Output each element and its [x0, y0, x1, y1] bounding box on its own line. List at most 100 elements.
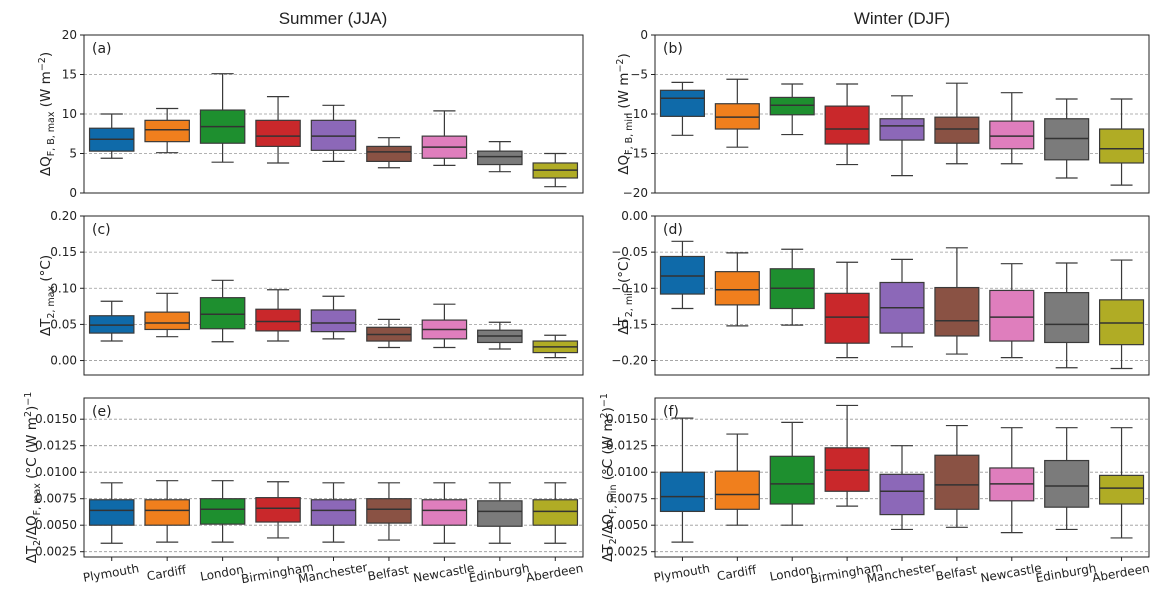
box-london	[769, 421, 815, 526]
iqr-box	[934, 286, 980, 337]
iqr-box	[934, 454, 980, 510]
axes-frame	[654, 397, 1150, 558]
y-tick-label: 0.0125	[35, 439, 77, 453]
y-tick-label: −20	[623, 186, 648, 200]
y-tick-label: 0.00	[50, 354, 77, 368]
box-belfast	[934, 424, 980, 528]
y-tick-label: −10	[623, 107, 648, 121]
y-axis-label-part: −1	[599, 393, 610, 407]
y-tick-label: −0.05	[611, 245, 648, 259]
box-london	[199, 279, 246, 343]
iqr-box	[1044, 118, 1090, 161]
x-tick-label: Plymouth	[653, 561, 711, 585]
box-manchester	[310, 482, 357, 543]
y-tick-label: 20	[62, 28, 77, 42]
box-manchester	[310, 104, 357, 162]
iqr-box	[366, 498, 412, 524]
y-axis-label-part: /ΔQ	[24, 515, 40, 539]
box-edinburgh	[1044, 262, 1090, 369]
y-axis-label: ΔT2, min (°C)	[616, 256, 635, 335]
box-cardiff	[144, 480, 190, 543]
y-axis-label-part: 2	[608, 538, 619, 544]
box-plymouth	[88, 113, 135, 159]
panel-label: (f)	[663, 404, 679, 420]
box-newcastle	[421, 303, 468, 349]
y-axis-label-part: ΔQ	[38, 156, 54, 176]
iqr-box	[659, 471, 706, 513]
iqr-box	[1044, 459, 1090, 508]
x-tick-label: London	[199, 562, 245, 583]
y-axis-label-part: ΔT	[38, 318, 54, 336]
x-tick-label: London	[769, 562, 815, 583]
box-plymouth	[88, 300, 135, 342]
y-tick-label: 0.0075	[35, 492, 77, 506]
y-axis-label: ΔQF, B, min (W m−2)	[615, 53, 635, 175]
iqr-box	[255, 119, 301, 147]
panel-label: (e)	[92, 404, 112, 420]
y-tick-label: 0.0050	[35, 518, 77, 532]
panel-d: −0.20 −0.15 −0.10 −0.05 0.00 (d) ΔT2, min (°C)	[611, 209, 1150, 376]
box-manchester	[879, 95, 925, 177]
y-tick-label: 0.00	[621, 209, 648, 223]
box-edinburgh	[1044, 427, 1090, 531]
y-tick-label: 0.0150	[35, 412, 77, 426]
y-axis-label-part: ΔT	[616, 317, 632, 335]
y-axis-label-part: (°C (W m	[600, 418, 616, 484]
y-axis-label-part: (°C (W m	[24, 417, 40, 483]
iqr-box	[879, 473, 925, 516]
x-tick-label: Cardiff	[716, 563, 758, 584]
y-tick-label: 5	[69, 147, 77, 161]
iqr-box	[310, 499, 357, 526]
iqr-box	[199, 297, 246, 330]
iqr-box	[714, 271, 760, 306]
y-tick-label: 0.0075	[606, 492, 648, 506]
box-cardiff	[144, 107, 190, 154]
iqr-box	[310, 119, 357, 151]
box-aberdeen	[532, 152, 579, 188]
box-birmingham	[255, 96, 301, 164]
box-london	[769, 248, 815, 326]
box-birmingham	[824, 261, 870, 359]
y-tick-label: 10	[62, 107, 77, 121]
box-birmingham	[255, 481, 301, 539]
x-tick-label: Plymouth	[82, 561, 140, 585]
column-title-winter: Winter (DJF)	[854, 9, 950, 28]
panel-label: (b)	[663, 41, 683, 57]
y-axis-label-part: F, max	[32, 483, 43, 516]
y-tick-label: 0.15	[50, 245, 77, 259]
box-edinburgh	[477, 321, 523, 350]
y-axis-label-part: ΔQ	[616, 155, 632, 175]
panel-label: (a)	[92, 41, 112, 57]
y-tick-label: 0.0100	[606, 465, 648, 479]
box-cardiff	[714, 78, 760, 148]
y-axis-label-part: (W m	[616, 73, 632, 113]
y-axis-label: ΔQF, B, max (W m−2)	[37, 52, 57, 176]
x-tick-label: Edinburgh	[1035, 561, 1098, 585]
box-plymouth	[659, 240, 706, 310]
box-birmingham	[824, 404, 870, 507]
iqr-box	[1098, 474, 1145, 505]
y-axis-label-part: 2	[32, 540, 43, 546]
box-manchester	[879, 445, 925, 531]
panel-label: (c)	[92, 222, 111, 238]
y-axis-label-part: 2	[23, 411, 34, 417]
box-belfast	[366, 137, 412, 169]
box-belfast	[934, 82, 980, 165]
y-axis-label-part: )	[38, 52, 54, 57]
y-axis-label-part: 2, max	[46, 286, 57, 319]
iqr-box	[310, 309, 357, 333]
iqr-box	[934, 116, 980, 144]
axes-frame	[83, 34, 584, 194]
box-belfast	[934, 247, 980, 355]
axes-frame	[654, 215, 1150, 376]
x-tick-label: Cardiff	[146, 563, 188, 584]
y-axis-label-part: )	[600, 407, 616, 412]
box-aberdeen	[1098, 98, 1145, 186]
y-tick-label: −5	[630, 68, 648, 82]
x-tick-label: Newcastle	[979, 561, 1042, 586]
box-belfast	[366, 318, 412, 349]
box-london	[199, 480, 246, 543]
box-cardiff	[714, 433, 760, 526]
box-edinburgh	[477, 141, 523, 173]
box-aberdeen	[532, 334, 579, 359]
